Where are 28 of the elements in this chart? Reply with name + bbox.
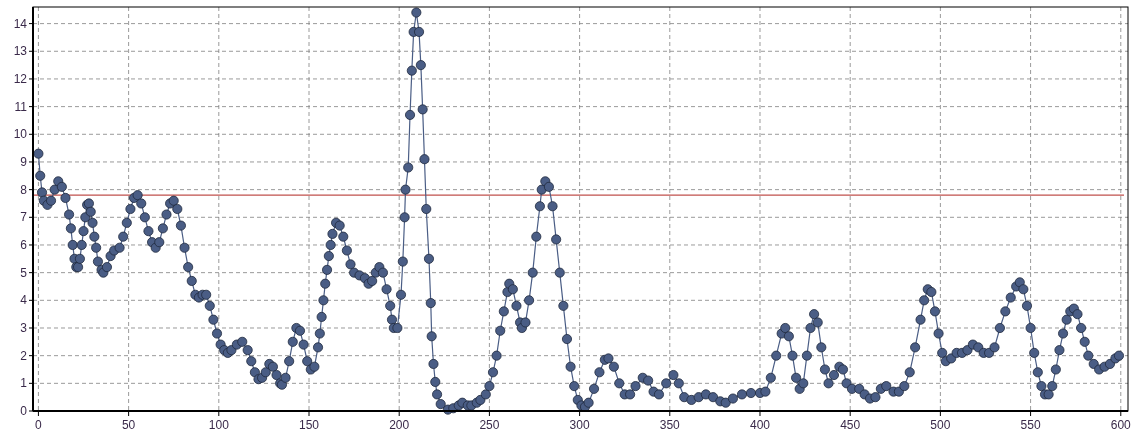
x-tick-label: 50 [121, 418, 136, 432]
x-tick-label: 100 [208, 418, 230, 432]
x-tick-label: 250 [479, 418, 500, 432]
x-tick-label: 350 [659, 418, 681, 432]
x-tick-label: 200 [389, 418, 410, 432]
x-tick-label: 400 [749, 418, 771, 432]
x-tick-label: 450 [840, 418, 861, 432]
y-tick-label: 0 [20, 404, 28, 418]
y-tick-label: 12 [13, 71, 28, 86]
y-tick-label: 6 [20, 237, 28, 252]
x-tick-label: 300 [569, 418, 590, 432]
y-tick-label: 10 [13, 127, 28, 142]
y-tick-label: 4 [20, 293, 28, 308]
y-tick-label: 9 [20, 154, 28, 169]
y-tick-label: 5 [20, 265, 28, 280]
y-tick-label: 11 [14, 99, 28, 114]
y-tick-label: 13 [13, 44, 28, 59]
y-tick-label: 1 [20, 376, 28, 391]
y-tick-label: 7 [20, 210, 28, 225]
y-tick-label: 14 [13, 16, 28, 31]
y-tick-label: 3 [20, 320, 28, 335]
x-tick-label: 550 [1020, 418, 1041, 432]
x-tick-label: 500 [930, 418, 951, 432]
x-tick-label: 0 [35, 418, 43, 432]
x-tick-label: 150 [298, 418, 320, 432]
y-tick-label: 2 [20, 348, 28, 363]
x-tick-label: 600 [1110, 418, 1132, 432]
y-tick-label: 8 [20, 182, 28, 197]
